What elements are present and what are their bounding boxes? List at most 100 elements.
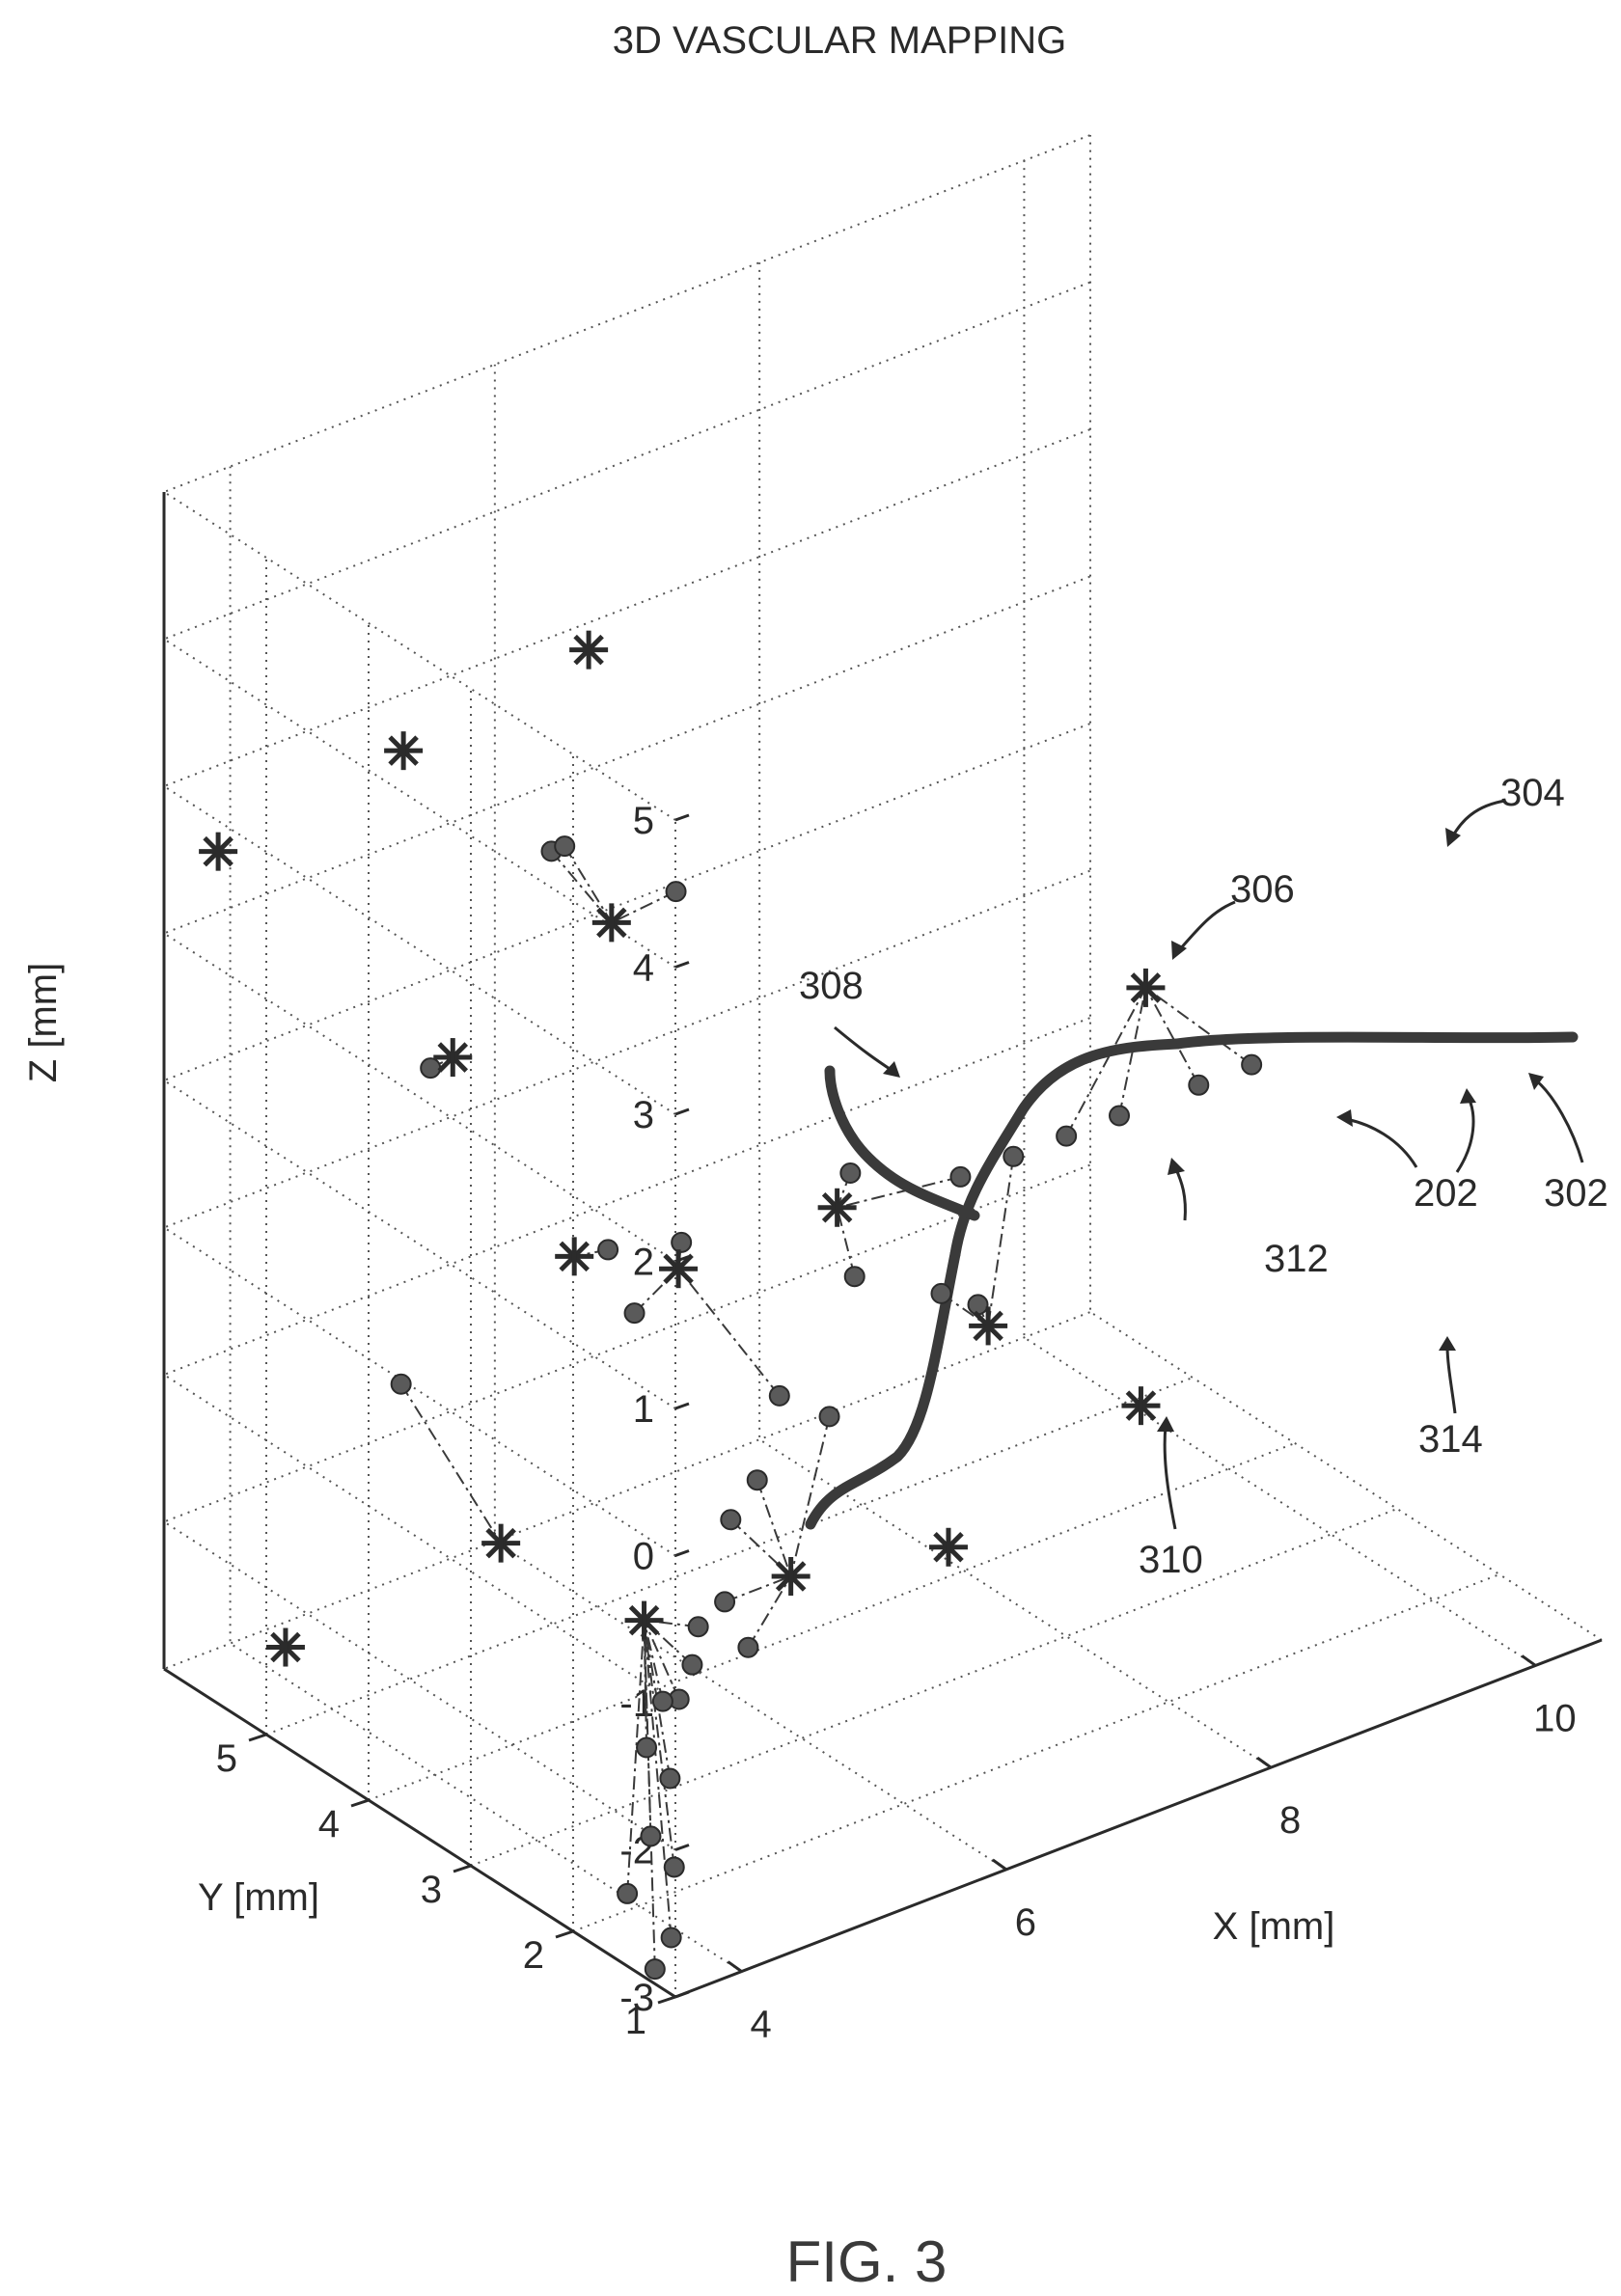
vessel-main-upper	[949, 1038, 1183, 1260]
dot-marker	[663, 1856, 685, 1878]
dot-marker	[714, 1591, 736, 1613]
z-tick	[674, 1107, 690, 1116]
z-tick	[674, 1990, 690, 1999]
asterisk-marker	[929, 1528, 968, 1567]
dot-marker	[737, 1636, 759, 1658]
z-tick-label: 3	[633, 1094, 654, 1136]
dot-marker	[671, 1231, 693, 1253]
dot-marker	[746, 1469, 768, 1491]
connection-line	[1065, 987, 1147, 1137]
dot-marker	[651, 1690, 673, 1712]
grid-line-y-floor	[572, 1573, 1500, 1932]
y-tick	[657, 1995, 676, 2005]
grid-line-x	[229, 466, 743, 1973]
x-tick	[727, 1960, 743, 1973]
x-tick-label: 6	[1015, 1901, 1036, 1944]
dot-marker	[768, 1384, 790, 1407]
y-tick-label: 5	[216, 1737, 237, 1780]
y-tick-label: 4	[318, 1803, 340, 1845]
leader-arrowheads	[883, 828, 1544, 1432]
tick-marks	[248, 813, 1537, 2005]
grid-line-z	[161, 869, 1091, 1557]
dot-marker	[687, 1616, 709, 1638]
asterisk-marker	[555, 1237, 593, 1275]
reference-numerals: 304 306 308 312 202 302 314 310	[799, 772, 1608, 1581]
asterisk-marker	[818, 1189, 857, 1227]
dot-marker	[839, 1162, 862, 1184]
dot-marker	[665, 881, 687, 903]
z-tick	[674, 961, 690, 969]
dot-marker	[681, 1654, 703, 1676]
dot-marker	[420, 1057, 442, 1080]
x-tick-label: 4	[750, 2004, 771, 2046]
ref-314: 314	[1418, 1418, 1483, 1461]
connection-line	[550, 850, 613, 924]
grid-line-x	[1023, 160, 1536, 1667]
asterisk-marker	[266, 1628, 305, 1667]
z-tick	[674, 1844, 690, 1851]
asterisk-marker	[592, 903, 631, 942]
x-tick-labels: 4 6 8 10	[750, 1697, 1576, 2045]
dot-markers	[390, 835, 1263, 1981]
dot-marker	[967, 1294, 989, 1316]
x-tick	[1256, 1756, 1273, 1769]
dot-marker	[617, 1882, 639, 1904]
z-tick	[674, 813, 690, 822]
connection-line	[747, 1575, 792, 1649]
grid-line-x	[493, 364, 1007, 1871]
dot-marker	[930, 1282, 952, 1304]
grid-line-y-floor	[368, 1442, 1296, 1801]
grid-line-x	[758, 262, 1272, 1768]
dot-marker	[1188, 1074, 1210, 1096]
y-axis-label: Y [mm]	[198, 1876, 319, 1919]
dot-marker	[720, 1509, 742, 1531]
connection-line	[643, 1620, 680, 1700]
connection-line	[643, 1620, 675, 1868]
y-tick	[248, 1733, 267, 1742]
grid-line-z	[161, 575, 1091, 1263]
grid-line-z	[161, 723, 1091, 1409]
dot-marker	[949, 1165, 972, 1188]
asterisk-marker	[481, 1524, 520, 1563]
connection-line	[837, 1175, 961, 1209]
x-tick-label: 8	[1279, 1799, 1301, 1842]
connection-line	[1144, 987, 1252, 1066]
z-tick-label: -1	[619, 1682, 654, 1725]
grid-line-z	[161, 1163, 1091, 1851]
figure-caption: FIG. 3	[786, 2229, 948, 2294]
dot-marker	[636, 1736, 658, 1759]
x-axis-line	[674, 1638, 1603, 1999]
connection-line	[836, 1207, 856, 1277]
dot-marker	[597, 1239, 619, 1261]
z-tick	[674, 1402, 690, 1410]
y-tick	[555, 1929, 574, 1939]
dot-marker	[843, 1266, 865, 1288]
x-tick	[991, 1858, 1007, 1872]
grid-line-z	[161, 134, 1091, 821]
connection-line	[611, 890, 676, 924]
connection-line	[563, 845, 613, 923]
asterisk-marker	[384, 731, 423, 770]
dot-marker	[660, 1927, 682, 1949]
connection-line	[643, 1620, 656, 1970]
grid-line-y-floor	[470, 1508, 1398, 1867]
z-tick-label: 4	[633, 947, 654, 990]
dot-marker	[554, 835, 576, 858]
z-tick	[674, 1549, 690, 1557]
asterisk-marker	[433, 1038, 472, 1077]
connection-line	[1144, 987, 1200, 1086]
grid-line-z	[161, 428, 1091, 1115]
dot-marker	[390, 1373, 412, 1395]
x-tick-label: 10	[1533, 1697, 1577, 1739]
z-tick-label: 5	[633, 800, 654, 842]
asterisk-marker	[199, 833, 237, 871]
asterisk-marker	[1121, 1386, 1160, 1425]
connection-line	[643, 1620, 673, 1938]
dot-marker	[1241, 1053, 1263, 1076]
asterisk-marker	[625, 1601, 664, 1640]
y-tick	[453, 1864, 472, 1873]
connection-line	[677, 1268, 781, 1397]
dot-marker	[818, 1406, 840, 1428]
